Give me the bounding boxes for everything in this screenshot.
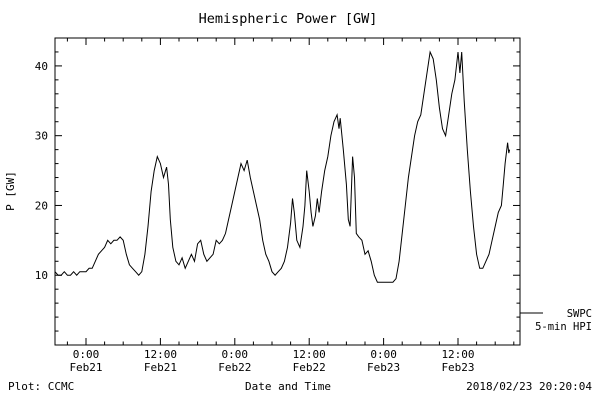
- x-tick-time-label: 0:00: [73, 348, 100, 361]
- legend-source-label: SWPC: [567, 308, 592, 320]
- y-axis-label: P [GW]: [4, 171, 17, 211]
- plot-area-border: [54, 37, 521, 346]
- axis-tick-labels: 0:00Feb2112:00Feb210:00Feb2212:00Feb220:…: [35, 60, 475, 374]
- x-tick-time-label: 0:00: [222, 348, 249, 361]
- x-axis-label: Date and Time: [245, 380, 331, 393]
- plot-timestamp-label: 2018/02/23 20:20:04: [466, 380, 592, 393]
- legend-series-label: 5-min HPI: [535, 321, 592, 333]
- y-tick-label: 10: [35, 269, 48, 282]
- x-tick-time-label: 12:00: [441, 348, 474, 361]
- plot-credit-label: Plot: CCMC: [8, 380, 74, 393]
- x-tick-date-label: Feb21: [69, 361, 102, 374]
- x-tick-time-label: 0:00: [370, 348, 397, 361]
- x-tick-date-label: Feb21: [144, 361, 177, 374]
- y-tick-label: 20: [35, 199, 48, 212]
- chart-title: Hemispheric Power [GW]: [199, 11, 378, 27]
- x-tick-date-label: Feb23: [441, 361, 474, 374]
- x-tick-date-label: Feb22: [293, 361, 326, 374]
- x-tick-time-label: 12:00: [144, 348, 177, 361]
- y-tick-label: 40: [35, 60, 48, 73]
- x-tick-date-label: Feb22: [218, 361, 251, 374]
- axis-ticks: [55, 38, 520, 345]
- y-tick-label: 30: [35, 130, 48, 143]
- x-tick-time-label: 12:00: [293, 348, 326, 361]
- x-tick-date-label: Feb23: [367, 361, 400, 374]
- hpi-data-line: [54, 50, 511, 283]
